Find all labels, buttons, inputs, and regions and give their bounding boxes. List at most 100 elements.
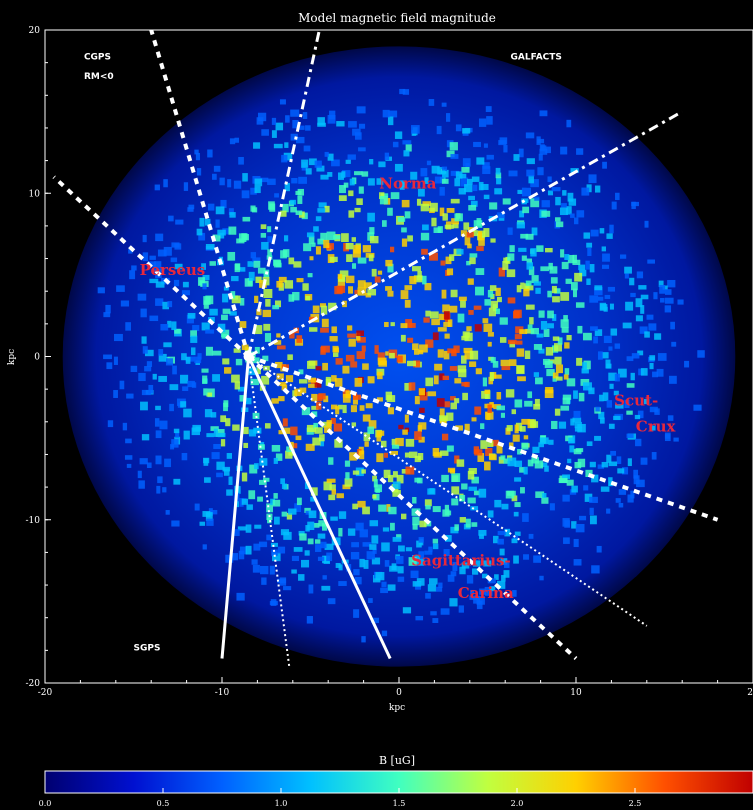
field-cell: [291, 569, 297, 574]
field-cell: [169, 403, 174, 412]
field-cell: [420, 203, 430, 212]
field-cell: [443, 321, 451, 327]
field-cell: [562, 518, 570, 527]
field-cell: [327, 598, 336, 605]
field-cell: [588, 387, 595, 395]
field-cell: [597, 296, 604, 301]
field-cell: [396, 555, 404, 564]
field-cell: [311, 405, 319, 410]
x-axis-label: kpc: [389, 703, 405, 713]
field-cell: [217, 432, 226, 438]
field-cell: [231, 276, 239, 282]
field-cell: [202, 511, 211, 517]
field-cell: [208, 508, 213, 516]
field-cell: [517, 376, 526, 382]
field-cell: [572, 417, 582, 423]
field-cell: [571, 521, 577, 529]
field-cell: [315, 539, 321, 544]
field-cell: [357, 500, 366, 508]
field-cell: [273, 493, 278, 499]
field-cell: [265, 299, 271, 307]
field-cell: [343, 182, 349, 188]
field-cell: [281, 384, 288, 391]
field-cell: [281, 483, 287, 489]
field-cell: [405, 319, 413, 328]
field-cell: [521, 198, 529, 203]
field-cell: [516, 348, 525, 357]
field-cell: [307, 538, 314, 545]
field-cell: [495, 167, 501, 175]
field-cell: [271, 117, 277, 125]
field-cell: [425, 339, 434, 348]
field-cell: [505, 490, 514, 499]
field-cell: [271, 549, 278, 556]
field-cell: [263, 477, 270, 482]
field-cell: [588, 174, 597, 184]
field-cell: [154, 418, 160, 427]
field-cell: [311, 393, 318, 402]
field-cell: [659, 284, 666, 294]
field-cell: [450, 289, 458, 298]
field-cell: [531, 227, 538, 236]
field-cell: [318, 393, 326, 400]
field-cell: [417, 477, 423, 484]
field-cell: [523, 288, 530, 297]
field-cell: [140, 308, 147, 318]
sightline: [247, 355, 392, 660]
field-cell: [146, 462, 152, 468]
field-cell: [525, 132, 535, 139]
field-cell: [608, 372, 617, 381]
field-cell: [449, 366, 458, 371]
field-cell: [514, 502, 521, 508]
field-cell: [426, 160, 432, 166]
field-cell: [412, 516, 420, 526]
arm-label: Sagittarius-: [411, 551, 511, 569]
field-cell: [376, 433, 382, 442]
field-cell: [181, 452, 188, 461]
field-cell: [486, 116, 493, 125]
field-cell: [205, 329, 215, 334]
field-cell: [320, 346, 326, 355]
field-cell: [252, 412, 260, 419]
field-cell: [547, 190, 554, 196]
field-cell: [513, 154, 520, 161]
field-cell: [212, 173, 217, 180]
field-cell: [338, 511, 347, 519]
field-cell: [501, 575, 506, 582]
field-cell: [313, 522, 320, 528]
field-cell: [372, 475, 377, 482]
field-cell: [238, 550, 245, 560]
field-cell: [374, 484, 383, 493]
field-cell: [454, 398, 460, 404]
field-cell: [447, 348, 457, 354]
field-cell: [484, 403, 490, 409]
field-cell: [155, 298, 164, 306]
field-cell: [408, 382, 416, 391]
field-cell: [535, 491, 545, 498]
field-cell: [324, 426, 332, 433]
field-cell: [495, 308, 500, 315]
field-cell: [239, 297, 245, 306]
field-cell: [294, 388, 302, 397]
field-cell: [404, 452, 410, 458]
field-cell: [357, 280, 366, 289]
field-cell: [309, 256, 314, 261]
field-cell: [290, 206, 297, 213]
field-cell: [308, 158, 317, 166]
field-cell: [479, 534, 484, 539]
field-cell: [530, 327, 539, 335]
field-cell: [326, 243, 334, 250]
field-cell: [441, 433, 449, 441]
field-cell: [253, 427, 262, 434]
field-cell: [414, 348, 420, 355]
field-cell: [299, 379, 308, 384]
field-cell: [185, 356, 191, 364]
field-cell: [614, 373, 620, 382]
field-cell: [617, 468, 625, 474]
field-cell: [204, 218, 211, 226]
field-cell: [591, 565, 600, 574]
field-cell: [371, 617, 379, 624]
field-cell: [560, 319, 569, 328]
field-cell: [424, 499, 432, 507]
field-cell: [348, 210, 355, 218]
